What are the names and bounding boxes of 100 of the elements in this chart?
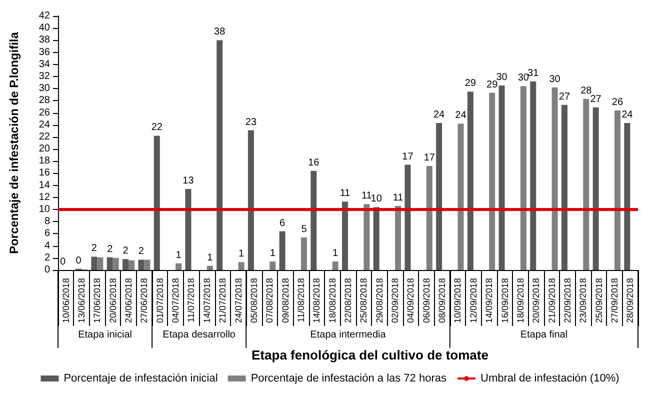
x-tick-label: 20/09/2018: [531, 278, 542, 324]
bar: [216, 40, 223, 270]
y-tick-label: 28: [38, 95, 50, 106]
y-axis-title: Porcentaje de infestación de P.longifila: [7, 32, 21, 254]
y-tick-label: 38: [38, 34, 50, 46]
y-tick-label: 14: [38, 180, 50, 191]
y-tick-label: 26: [38, 107, 50, 118]
data-label: 26: [612, 96, 624, 108]
text: Etapa final: [520, 330, 568, 340]
data-label: 30: [496, 72, 508, 84]
x-tick-label: 23/09/2018: [578, 278, 588, 324]
y-tick-label: 16: [38, 168, 50, 179]
x-tick-label: 25/09/2018: [594, 278, 604, 324]
data-label: 17: [402, 151, 414, 162]
bar: [561, 104, 568, 270]
data-label: 27: [590, 94, 602, 105]
bar: [144, 260, 150, 270]
y-tick-label: 2: [44, 252, 50, 264]
x-tick-label: 28/09/2018: [625, 278, 636, 324]
bar: [426, 166, 432, 270]
data-label: 24: [433, 110, 446, 121]
x-tick-label: 20/06/2018: [108, 278, 118, 324]
y-tick-label: 24: [38, 119, 50, 130]
x-tick-label: 13/06/2018: [76, 278, 87, 324]
data-label: 2: [107, 244, 114, 255]
y-tick-label: 30: [38, 83, 50, 94]
y-tick-label: 40: [38, 22, 50, 34]
bar: [373, 207, 380, 270]
bar: [489, 92, 496, 270]
x-tick-label: 09/08/2018: [280, 278, 290, 324]
bar: [310, 170, 317, 270]
data-label: 30: [549, 74, 561, 85]
x-tick-label: 01/07/2018: [154, 278, 165, 324]
legend-label: Porcentaje de infestación a las 72 horas: [250, 372, 447, 384]
bar: [520, 86, 526, 270]
bar: [624, 123, 630, 270]
data-label: 0: [76, 255, 82, 266]
bar: [206, 266, 213, 270]
y-tick-label: 22: [38, 131, 50, 142]
bar: [279, 231, 286, 270]
bar: [395, 206, 402, 270]
bar: [176, 263, 182, 270]
bar: [592, 107, 599, 270]
x-tick-label: 12/09/2018: [468, 278, 478, 324]
x-axis-title: Etapa fenológica del cultivo de tomate: [252, 348, 488, 362]
bar: [91, 256, 98, 270]
bar: [467, 92, 474, 270]
x-tick-label: 05/08/2018: [248, 278, 259, 324]
x-tick-label: 24/06/2018: [124, 278, 134, 324]
x-tick-label: 14/09/2018: [484, 278, 494, 324]
data-label: 11: [392, 192, 404, 204]
x-tick-label: 21/07/2018: [218, 278, 228, 324]
x-tick-label: 02/09/2018: [390, 278, 400, 324]
bar: [530, 81, 536, 270]
x-tick-label: 17/06/2018: [92, 278, 102, 324]
x-tick-label: 10/09/2018: [452, 278, 463, 324]
data-label: 23: [245, 116, 257, 128]
legend-label: Umbral de infestación (10%): [480, 372, 620, 384]
bar: [238, 262, 244, 270]
bar: [122, 259, 129, 270]
x-tick-label: 21/09/2018: [546, 278, 557, 324]
x-tick-label: 10/06/2018: [60, 278, 71, 324]
y-tick-label: 18: [38, 156, 50, 167]
x-tick-label: 22/09/2018: [562, 278, 572, 324]
bar: [112, 258, 119, 270]
y-tick-label: 6: [44, 228, 50, 240]
x-tick-label: 14/07/2018: [202, 278, 212, 324]
data-label: 2: [122, 246, 129, 257]
y-tick-label: 10: [38, 204, 50, 216]
bar: [583, 98, 590, 270]
data-label: 16: [308, 157, 320, 168]
data-label: 27: [558, 91, 570, 102]
data-label: 1: [270, 248, 276, 260]
y-tick-label: 0: [44, 264, 50, 276]
x-tick-label: 18/08/2018: [327, 278, 338, 324]
bar: [185, 188, 192, 270]
data-label: 2: [138, 246, 144, 258]
x-tick-label: 04/09/2018: [406, 278, 416, 324]
data-label: 11: [340, 188, 351, 200]
bar: [436, 123, 442, 270]
bar: [300, 237, 307, 270]
x-tick-label: 08/09/2018: [437, 278, 448, 324]
data-label: 29: [486, 79, 498, 90]
bar: [458, 124, 464, 270]
bar: [248, 130, 254, 270]
x-tick-label: 16/09/2018: [500, 278, 510, 324]
text: Etapa intermedia: [310, 330, 386, 340]
data-label: 6: [280, 218, 286, 229]
x-tick-label: 27/06/2018: [139, 278, 150, 324]
data-label: 31: [528, 68, 540, 79]
data-label: 30: [518, 72, 530, 84]
x-tick-label: 11/07/2018: [186, 278, 196, 322]
data-label: 38: [214, 26, 226, 38]
x-tick-label: 22/08/2018: [343, 278, 353, 324]
x-tick-label: 29/08/2018: [374, 278, 384, 324]
data-label: 5: [301, 224, 308, 235]
data-label: 1: [176, 250, 182, 261]
y-tick-label: 36: [38, 46, 50, 58]
bar: [498, 86, 505, 270]
x-tick-label: 14/08/2018: [312, 278, 322, 324]
